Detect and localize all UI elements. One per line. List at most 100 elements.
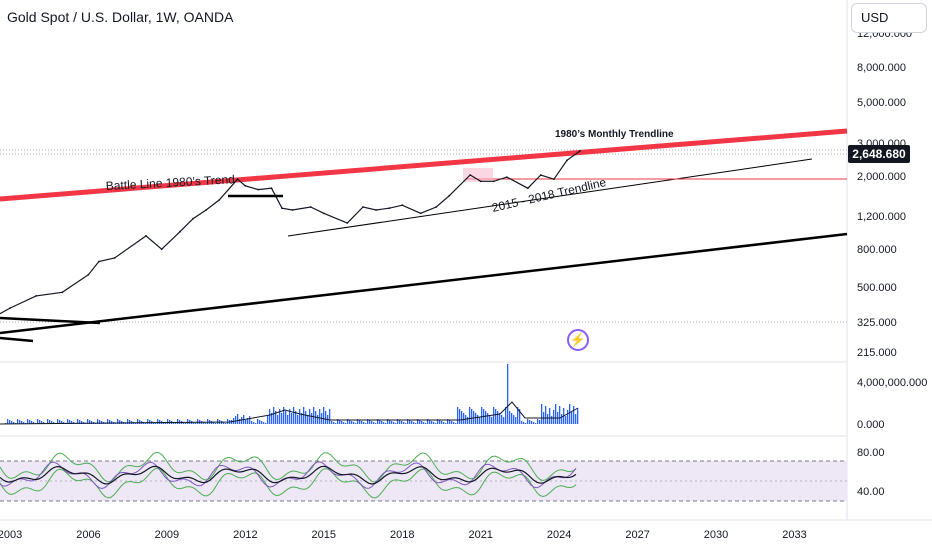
volume-bar (289, 409, 291, 424)
volume-bar (363, 422, 365, 424)
volume-bar (373, 422, 375, 424)
volume-bar (437, 419, 439, 424)
price-point (375, 209, 377, 211)
volume-bar (157, 419, 159, 424)
volume-bar (71, 421, 73, 424)
volume-bar (463, 413, 465, 424)
early-segment-a (0, 316, 101, 325)
volume-bar (403, 422, 405, 424)
volume-bar (177, 419, 179, 424)
price-point (281, 207, 283, 210)
volume-bar (49, 420, 51, 424)
volume-bar (541, 404, 543, 424)
volume-bar (205, 423, 207, 424)
price-point (179, 230, 181, 233)
volume-bar (259, 420, 261, 424)
volume-bar (391, 421, 393, 424)
volume-bar (527, 419, 529, 424)
volume-bar (507, 364, 509, 424)
volume-bar (115, 423, 117, 424)
bolt-icon[interactable]: ⚡ (567, 329, 589, 351)
volume-bar (553, 410, 555, 424)
volume-bar (559, 406, 561, 424)
volume-bar (565, 416, 567, 424)
volume-bar (155, 423, 157, 424)
volume-bar (519, 409, 521, 424)
volume-bar (439, 420, 441, 424)
volume-bar (431, 421, 433, 424)
y-tick-label: 1,200.000 (857, 211, 906, 223)
volume-bar (203, 422, 205, 424)
volume-bar (253, 422, 255, 424)
battle-line (0, 128, 848, 202)
price-point (579, 150, 581, 152)
volume-bar (359, 420, 361, 424)
volume-bar (23, 422, 25, 424)
volume-bar (429, 420, 431, 424)
axis-labels: 12,000.0008,000.0005,000.0003,000.0002,0… (0, 28, 927, 541)
volume-bar (449, 420, 451, 424)
volume-bar (87, 419, 89, 424)
volume-bar (207, 419, 209, 424)
volume-bar (195, 423, 197, 424)
price-point (479, 180, 482, 183)
volume-bar (53, 422, 55, 424)
volume-bar (509, 411, 511, 424)
volume-bar (455, 423, 457, 424)
x-tick-label: 2003 (0, 529, 22, 541)
volume-bar (329, 409, 331, 424)
volume-bar (111, 421, 113, 424)
price-point (469, 174, 472, 176)
volume-bar (347, 419, 349, 424)
annotation-2015-2018-trendline: 2015 - 2018 Trendline (491, 175, 608, 215)
volume-bar (21, 421, 23, 424)
volume-bar (59, 420, 61, 424)
volume-bar (385, 423, 387, 424)
price-point (98, 260, 100, 263)
volume-bar (367, 419, 369, 424)
volume-bar (489, 415, 491, 424)
volume-bar (461, 411, 463, 424)
volume-profile (463, 168, 493, 182)
volume-bar (269, 409, 271, 424)
volume-bar (241, 417, 243, 424)
volume-bar (251, 421, 253, 424)
volume-bar (257, 419, 259, 424)
volume-bar (79, 420, 81, 424)
volume-bar (137, 419, 139, 424)
volume-bar (11, 421, 13, 424)
volume-bar (405, 423, 407, 424)
volume-bar (481, 407, 483, 424)
volume-bar (471, 409, 473, 424)
price-point (113, 257, 116, 259)
volume-bar (517, 407, 519, 424)
price-point (270, 187, 273, 190)
volume-bar (547, 414, 549, 424)
volume-bar (297, 415, 299, 424)
volume-bar (501, 415, 503, 424)
volume-bar (41, 421, 43, 424)
volume-bar (249, 416, 251, 424)
volume-bar (295, 411, 297, 424)
volume-bar (539, 420, 541, 424)
volume-bar (267, 415, 269, 424)
volume-bar (67, 419, 69, 424)
volume-bar (441, 421, 443, 424)
price-point (35, 295, 37, 297)
volume-bar (401, 421, 403, 424)
volume-bar (451, 421, 453, 424)
volume-bar (255, 423, 257, 424)
volume-bar (19, 420, 21, 424)
volume-bar (275, 411, 277, 424)
volume-bar (227, 419, 229, 424)
volume-bar (215, 423, 217, 424)
volume-bar (445, 423, 447, 424)
volume-bar (91, 421, 93, 424)
volume-bar (477, 415, 479, 424)
volume-bar (427, 419, 429, 424)
volume-bar (173, 422, 175, 424)
currency-selector[interactable]: USD (851, 3, 927, 33)
volume-bar (469, 407, 471, 424)
y-tick-label: 325.000 (857, 317, 897, 329)
